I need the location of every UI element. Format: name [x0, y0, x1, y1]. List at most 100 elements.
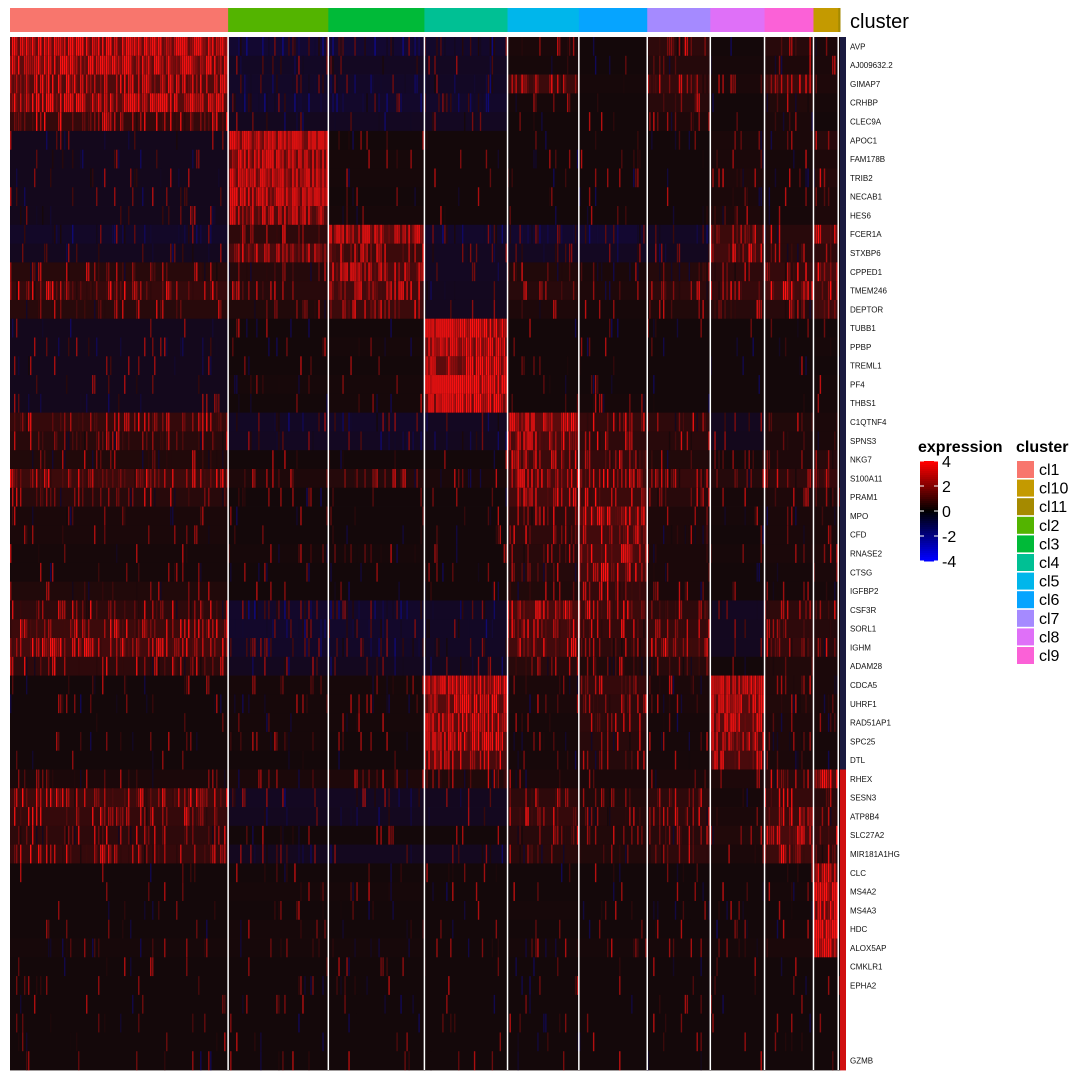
- heat-cell: [38, 468, 40, 489]
- heat-cell: [503, 356, 505, 376]
- heat-cell: [398, 262, 400, 282]
- heat-cell: [150, 55, 152, 75]
- heat-cell: [220, 299, 222, 320]
- heat-cell: [108, 788, 110, 808]
- heat-cell-block: [507, 206, 580, 226]
- heat-cell: [718, 168, 720, 188]
- heat-cell: [704, 412, 706, 432]
- heat-cell: [14, 74, 16, 94]
- heat-cell: [66, 375, 68, 395]
- heat-cell: [282, 187, 284, 207]
- heat-cell: [666, 638, 669, 658]
- heat-cell: [302, 206, 304, 226]
- heat-cell-block: [424, 562, 508, 583]
- heat-cell: [146, 431, 148, 451]
- heat-cell: [240, 74, 242, 94]
- heat-cell: [126, 675, 128, 695]
- heat-cell: [448, 375, 450, 395]
- heat-cell: [718, 299, 720, 320]
- heat-cell: [613, 562, 615, 583]
- heat-cell: [70, 318, 72, 338]
- heat-cell: [694, 525, 696, 545]
- heat-cell: [519, 224, 521, 244]
- heat-cell: [218, 93, 220, 113]
- heat-cell: [592, 600, 595, 620]
- heat-cell: [296, 187, 298, 207]
- heat-cell: [154, 356, 156, 376]
- heat-cell-block: [647, 713, 711, 733]
- heat-cell: [605, 694, 607, 714]
- heat-cell: [32, 55, 34, 75]
- heat-cell: [144, 224, 146, 244]
- heat-cell: [448, 863, 450, 883]
- heat-cell: [96, 187, 98, 207]
- heat-cell: [444, 318, 446, 338]
- heat-cell: [198, 807, 200, 827]
- heat-cell: [270, 206, 272, 226]
- heat-cell: [396, 375, 398, 395]
- heat-cell: [156, 412, 158, 432]
- heat-cell: [537, 562, 539, 583]
- heat-cell: [76, 37, 78, 57]
- heat-cell: [348, 412, 350, 432]
- heat-cell: [82, 149, 84, 169]
- heat-cell: [531, 487, 533, 507]
- heat-cell: [513, 450, 515, 470]
- heat-cell: [380, 544, 382, 564]
- heat-cell: [637, 281, 639, 301]
- heat-cell-block: [710, 544, 765, 564]
- heat-cell-block: [424, 638, 508, 658]
- heat-cell: [266, 468, 268, 489]
- heat-cell: [88, 112, 90, 132]
- heat-cell: [396, 224, 398, 244]
- heat-cell: [308, 206, 310, 226]
- heat-cell: [60, 37, 62, 57]
- heat-cell: [104, 299, 106, 320]
- heat-cell: [734, 243, 736, 263]
- heat-cell: [750, 468, 752, 489]
- heat-cell: [188, 675, 190, 695]
- heat-cell: [102, 168, 104, 188]
- heat-cell: [598, 431, 601, 451]
- heat-cell: [284, 581, 286, 601]
- heat-cell: [458, 844, 460, 864]
- heat-cell: [450, 750, 452, 770]
- heat-cell: [238, 393, 240, 414]
- heat-cell: [584, 431, 587, 451]
- heat-cell-block: [507, 769, 580, 789]
- heat-cell: [36, 55, 38, 75]
- heat-cell: [382, 619, 384, 639]
- heat-cell: [162, 750, 164, 770]
- heat-cell: [645, 638, 647, 658]
- heat-cell: [422, 694, 424, 714]
- heat-cell: [619, 168, 621, 188]
- heat-cell: [555, 431, 557, 451]
- heat-cell: [531, 412, 533, 432]
- heat-cell: [222, 638, 224, 658]
- heat-cell: [26, 281, 28, 301]
- heat-cell-block: [228, 74, 329, 94]
- heat-cell: [432, 769, 434, 789]
- heat-cell: [258, 638, 260, 658]
- heat-cell: [188, 807, 190, 827]
- heat-cell-block: [507, 938, 580, 958]
- heat-cell-block: [10, 281, 229, 301]
- heat-cell: [627, 431, 629, 451]
- heat-cell: [678, 37, 681, 57]
- heat-cell: [509, 807, 511, 827]
- heat-cell: [692, 844, 694, 864]
- heat-cell: [196, 93, 198, 113]
- heat-cell: [124, 74, 126, 94]
- heat-cell-block: [507, 318, 580, 338]
- heat-cell: [126, 55, 128, 75]
- heat-cell: [529, 525, 531, 545]
- heat-cell: [350, 694, 352, 714]
- heat-cell: [688, 900, 691, 921]
- heat-cell: [668, 825, 671, 846]
- heat-cell: [284, 112, 286, 132]
- heat-cell: [525, 656, 527, 676]
- heat-cell: [582, 694, 585, 714]
- heat-cell: [282, 1051, 284, 1071]
- heat-cell: [118, 55, 120, 75]
- heat-cell: [130, 74, 132, 94]
